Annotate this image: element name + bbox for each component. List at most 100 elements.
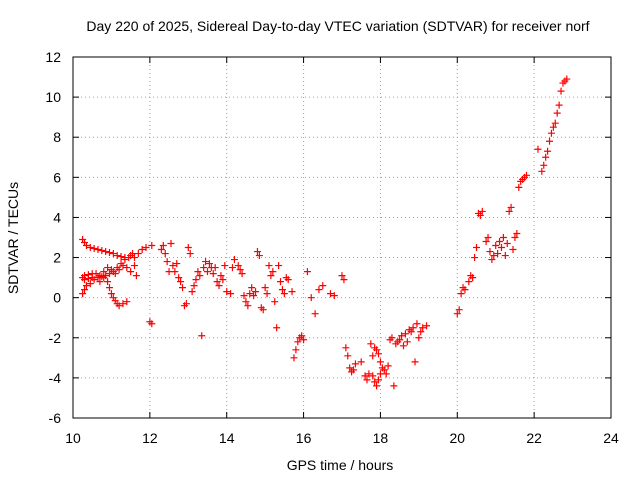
data-point [121,256,129,264]
x-tick-label: 14 [219,430,235,446]
data-point [230,256,238,264]
data-point [538,167,546,175]
data-point [111,270,119,278]
data-point [298,332,306,340]
data-point [401,330,409,338]
grid-lines [73,57,611,418]
data-point [175,274,183,282]
data-point [90,245,98,253]
data-point [219,276,227,284]
data-point [267,272,275,280]
data-point [553,109,561,117]
data-point [496,238,504,246]
data-point [513,229,521,237]
data-point [109,250,117,258]
data-point [104,278,112,286]
data-point [102,248,110,256]
data-point [505,207,513,215]
data-point [375,350,383,358]
data-point [280,290,288,298]
data-point [142,244,150,252]
data-point [411,358,419,366]
data-point [484,234,492,241]
x-tick-label: 18 [373,430,389,446]
data-point [130,254,138,262]
data-point [200,264,208,272]
data-point [546,137,554,145]
data-point [473,244,480,252]
data-point [300,336,308,344]
data-point [557,87,565,95]
data-point [375,376,383,384]
data-point [465,278,473,286]
data-point [161,250,169,258]
data-point [98,247,106,255]
data-point [294,338,302,346]
data-point [415,334,423,342]
data-point [204,268,211,276]
data-point [244,302,252,310]
y-axis-label: SDTVAR / TECUs [5,182,21,294]
data-point [455,306,463,314]
data-point [396,336,404,344]
data-point [79,290,87,298]
data-point [190,282,198,290]
y-tick-label: 4 [53,209,61,225]
plot-frame [72,56,612,419]
data-point [104,264,112,272]
data-point [238,270,246,278]
data-point [278,286,286,294]
data-point [252,288,260,296]
data-point [376,358,384,366]
data-point [384,362,392,370]
y-tick-label: -4 [49,370,62,386]
data-point [248,284,256,292]
data-point [497,244,505,252]
data-point [490,252,498,260]
data-point [499,234,507,241]
x-tick-label: 22 [526,430,542,446]
data-point [263,290,271,298]
data-point [273,324,281,332]
data-point [96,278,104,286]
data-point [369,372,377,380]
data-point [236,266,244,274]
data-point [177,278,185,286]
data-point [81,286,89,294]
data-point [255,252,263,260]
data-point [344,352,352,360]
y-tick-label: 12 [45,49,61,65]
x-axis-label: GPS time / hours [287,457,394,473]
y-tick-label: 8 [53,129,61,145]
data-point [542,153,550,161]
data-point [192,276,200,284]
data-point [399,342,407,350]
data-point [167,240,175,248]
data-point [555,101,563,109]
data-point [478,207,486,215]
data-point [106,284,114,292]
data-point [547,129,555,137]
data-point [398,332,406,340]
data-point [179,284,187,292]
data-point [148,320,156,328]
data-point [311,310,319,318]
data-point [365,370,373,378]
data-point [373,346,381,354]
data-point [123,264,131,272]
data-point [407,328,415,336]
data-point [119,262,127,270]
data-point [250,292,258,300]
data-point [96,272,104,280]
data-point [100,274,108,282]
data-point [290,354,298,362]
data-point [357,358,365,366]
data-point [367,340,375,348]
data-point [213,278,221,286]
data-point [292,346,300,354]
data-point [361,372,369,380]
data-point [173,260,181,268]
data-point [307,294,315,302]
